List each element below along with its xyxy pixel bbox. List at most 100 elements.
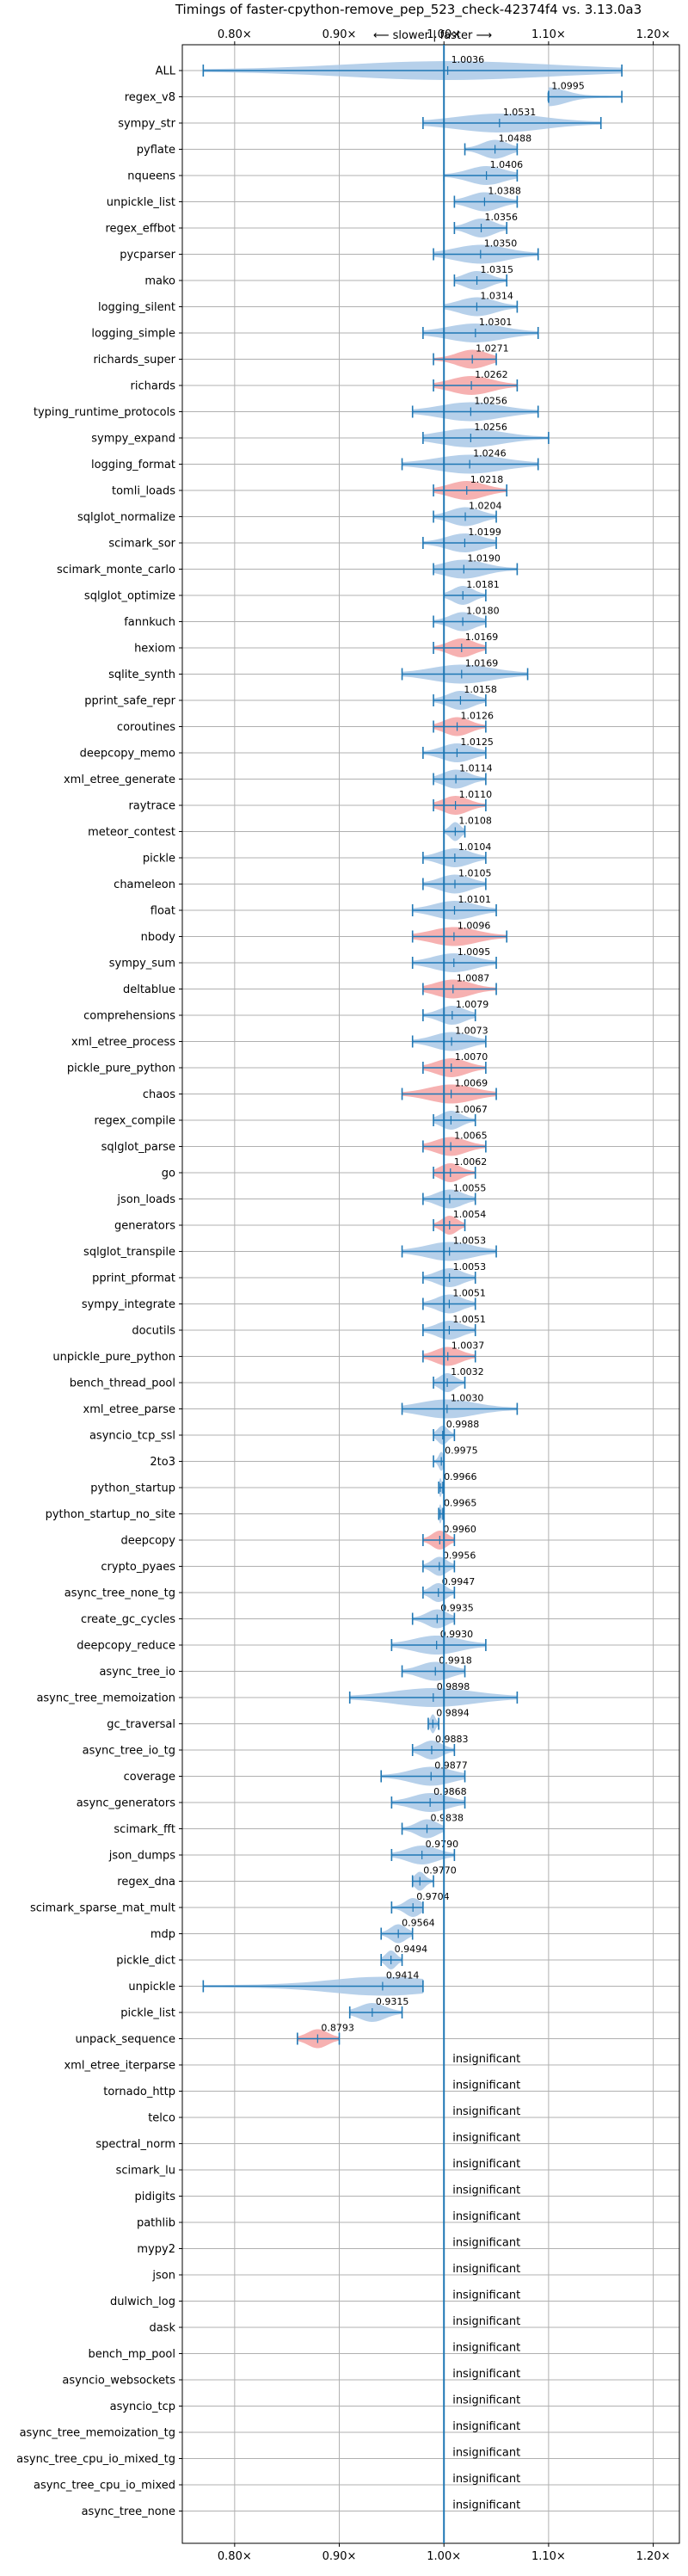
x-tick-label-top: 1.10× [531, 28, 566, 41]
value-label-sympy_sum: 1.0095 [458, 946, 491, 958]
y-tick-label: pickle_list [120, 2007, 175, 2020]
value-label-scimark_fft: 0.9838 [430, 1813, 464, 1824]
value-label-pickle: 1.0104 [458, 841, 492, 853]
insignificant-label: insignificant [452, 2289, 520, 2302]
value-label-generators: 1.0054 [453, 1209, 487, 1220]
value-label-sqlite_synth: 1.0169 [465, 658, 499, 669]
axis-layer: 0.80× 0.80× 0.90× 0.90× 1.00× 1.00× 1.10× 1.10×… [16, 28, 680, 2563]
y-tick-label: richards [131, 380, 176, 393]
x-tick-label-bottom: 0.90× [322, 2550, 357, 2563]
y-tick-label: docutils [132, 1325, 175, 1338]
y-tick-label: unpickle [128, 1981, 175, 1994]
insignificant-label: insignificant [452, 2185, 520, 2197]
y-tick-label: create_gc_cycles [81, 1613, 175, 1626]
y-tick-label: json_dumps [108, 1850, 175, 1863]
chart-title: Timings of faster-cpython-remove_pep_523… [175, 2, 642, 18]
value-label-deepcopy_memo: 1.0125 [460, 736, 494, 748]
value-label-deltablue: 1.0087 [457, 973, 490, 984]
insignificant-label: insignificant [452, 2315, 520, 2328]
y-tick-label: unpickle_list [107, 196, 175, 209]
value-label-docutils: 1.0051 [452, 1314, 486, 1325]
value-label-logging_silent: 1.0314 [480, 291, 513, 302]
insignificant-label: insignificant [452, 2132, 520, 2145]
insignificant-label: insignificant [452, 2105, 520, 2118]
y-tick-label: async_tree_cpu_io_mixed [34, 2480, 175, 2493]
value-label-pickle_dict: 0.9494 [395, 1944, 428, 1955]
value-label-fannkuch: 1.0180 [466, 606, 500, 617]
y-tick-label: sympy_str [118, 118, 175, 131]
y-tick-label: gc_traversal [107, 1718, 175, 1731]
value-label-hexiom: 1.0169 [465, 632, 499, 643]
y-tick-label: pathlib [137, 2217, 175, 2230]
y-tick-label: sqlglot_transpile [83, 1246, 175, 1259]
x-tick-label-top: 1.00× [427, 28, 461, 41]
y-tick-label: regex_compile [94, 1115, 175, 1128]
y-tick-label: ALL [156, 65, 176, 78]
y-tick-label: sympy_expand [91, 433, 175, 446]
value-label-tomli_loads: 1.0218 [470, 474, 504, 485]
value-label-scimark_sor: 1.0199 [468, 527, 501, 538]
value-label-scimark_monte_carlo: 1.0190 [467, 553, 501, 564]
y-tick-label: logging_simple [91, 328, 175, 341]
y-tick-label: xml_etree_parse [83, 1403, 175, 1416]
value-label-sympy_str: 1.0531 [503, 107, 537, 118]
value-label-pickle_pure_python: 1.0070 [455, 1051, 488, 1063]
y-tick-label: pprint_safe_repr [84, 695, 175, 708]
y-tick-label: sqlite_synth [108, 669, 175, 681]
value-label-regex_effbot: 1.0356 [485, 212, 519, 223]
insignificant-label: insignificant [452, 2342, 520, 2355]
value-label-async_generators: 0.9868 [433, 1786, 466, 1797]
y-tick-label: meteor_contest [88, 826, 175, 839]
insignificant-label: insignificant [452, 2080, 520, 2092]
value-label-pycparser: 1.0350 [484, 238, 518, 250]
y-tick-label: spectral_norm [95, 2138, 175, 2151]
y-tick-label: pidigits [135, 2191, 176, 2203]
value-label-raytrace: 1.0110 [459, 789, 493, 800]
value-label-scimark_sparse_mat_mult: 0.9704 [416, 1891, 450, 1902]
y-tick-label: scimark_lu [116, 2165, 175, 2178]
value-label-pprint_pformat: 1.0053 [453, 1261, 487, 1273]
value-label-unpickle_pure_python: 1.0037 [452, 1340, 485, 1352]
value-label-json_loads: 1.0055 [453, 1183, 487, 1194]
value-label-2to3: 0.9975 [445, 1445, 478, 1457]
y-tick-label: asyncio_tcp_ssl [89, 1430, 175, 1443]
value-label-logging_format: 1.0246 [473, 448, 507, 459]
value-label-go: 1.0062 [454, 1156, 488, 1168]
insignificant-label: insignificant [452, 2237, 520, 2250]
value-label-sqlglot_transpile: 1.0053 [453, 1236, 487, 1247]
x-tick-label-bottom: 1.20× [636, 2550, 671, 2563]
value-label-deepcopy: 0.9960 [443, 1524, 476, 1535]
y-tick-label: xml_etree_generate [64, 773, 175, 786]
value-label-ALL: 1.0036 [452, 54, 485, 65]
y-tick-label: nbody [141, 931, 176, 944]
value-label-create_gc_cycles: 0.9935 [440, 1603, 474, 1614]
y-tick-label: xml_etree_process [71, 1036, 175, 1049]
insignificant-label: insignificant [452, 2053, 520, 2066]
x-tick-label-top: 1.20× [636, 28, 671, 41]
y-tick-label: crypto_pyaes [101, 1561, 175, 1574]
value-label-unpickle: 0.9414 [386, 1970, 420, 1981]
y-tick-label: bench_mp_pool [88, 2348, 175, 2361]
value-label-regex_compile: 1.0067 [454, 1104, 488, 1115]
value-label-unpack_sequence: 0.8793 [321, 2023, 354, 2034]
x-tick-label-bottom: 1.00× [427, 2550, 461, 2563]
y-tick-label: python_startup_no_site [46, 1508, 175, 1521]
y-tick-label: regex_effbot [105, 223, 175, 236]
value-label-async_tree_io: 0.9918 [439, 1655, 472, 1667]
insignificant-label: insignificant [452, 2210, 520, 2223]
y-tick-label: json_loads [116, 1193, 175, 1206]
insignificant-label: insignificant [452, 2420, 520, 2433]
insignificant-label: insignificant [452, 2263, 520, 2276]
insignificant-label: insignificant [452, 2499, 520, 2512]
y-tick-label: pyflate [137, 144, 175, 157]
y-tick-label: unpickle_pure_python [52, 1351, 175, 1364]
value-label-unpickle_list: 1.0388 [488, 186, 521, 197]
y-tick-label: pickle_pure_python [67, 1063, 175, 1075]
x-tick-label-top: 0.80× [218, 28, 252, 41]
y-tick-label: asyncio_tcp [110, 2400, 175, 2413]
value-label-async_tree_memoization: 0.9898 [437, 1681, 470, 1692]
y-tick-label: python_startup [90, 1482, 175, 1495]
y-tick-label: logging_silent [98, 301, 175, 314]
y-tick-label: async_tree_memoization [36, 1692, 175, 1705]
y-tick-label: sqlglot_optimize [84, 590, 175, 603]
